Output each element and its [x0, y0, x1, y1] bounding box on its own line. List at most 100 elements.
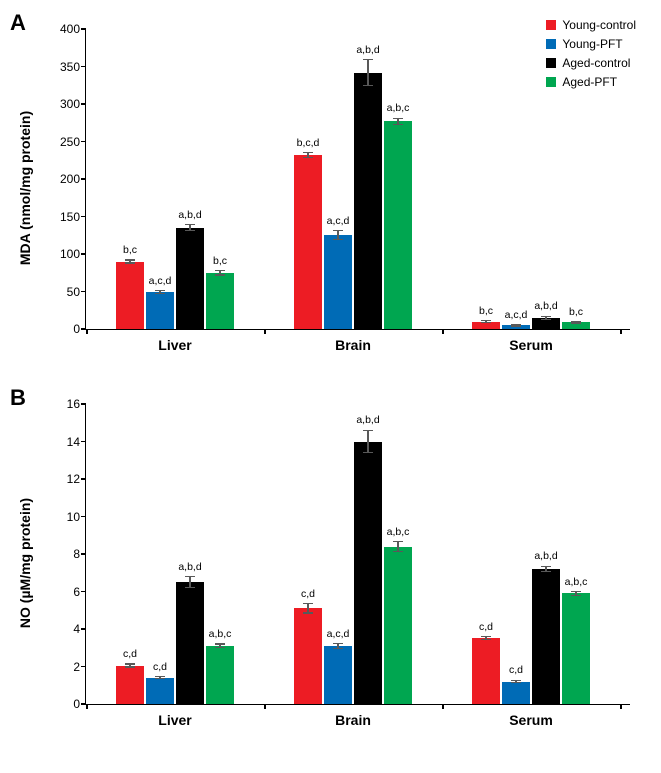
x-tick-mark	[264, 329, 266, 334]
y-tick-label: 14	[67, 435, 86, 449]
error-cap-bottom	[511, 325, 521, 326]
error-cap-top	[393, 118, 403, 119]
significance-label: a,b,c	[387, 526, 410, 540]
y-axis-label-A: MDA (nmol/mg protein)	[17, 111, 33, 265]
significance-label: c,d	[509, 664, 523, 678]
bar	[472, 638, 500, 704]
error-cap-bottom	[155, 293, 165, 294]
legend: Young-controlYoung-PFTAged-controlAged-P…	[546, 18, 636, 94]
legend-item: Young-control	[546, 18, 636, 32]
bar	[324, 235, 352, 329]
bar	[206, 273, 234, 329]
significance-label: a,b,d	[534, 550, 557, 564]
error-cap-top	[155, 290, 165, 291]
bar	[562, 593, 590, 704]
error-cap-top	[215, 270, 225, 271]
legend-label: Young-PFT	[562, 37, 622, 51]
error-cap-bottom	[215, 274, 225, 275]
significance-label: a,b,d	[356, 414, 379, 428]
y-tick-label: 50	[67, 285, 86, 299]
bar	[354, 442, 382, 705]
x-tick-mark	[86, 704, 88, 709]
legend-item: Young-PFT	[546, 37, 636, 51]
bar	[146, 292, 174, 329]
y-tick-label: 250	[60, 135, 86, 149]
significance-label: c,d	[301, 588, 315, 602]
y-tick-label: 350	[60, 60, 86, 74]
plot-area-B: 0246810121416LiverBrainSerumc,dc,da,b,da…	[85, 405, 630, 705]
y-tick-label: 4	[73, 622, 86, 636]
y-tick-label: 8	[73, 547, 86, 561]
bar	[116, 262, 144, 330]
error-cap-bottom	[333, 648, 343, 649]
y-tick-label: 12	[67, 472, 86, 486]
error-cap-top	[185, 224, 195, 225]
error-cap-bottom	[393, 124, 403, 125]
error-cap-bottom	[333, 239, 343, 240]
x-tick-mark	[442, 704, 444, 709]
significance-label: c,d	[123, 648, 137, 662]
error-cap-top	[125, 259, 135, 260]
y-tick-label: 200	[60, 172, 86, 186]
x-tick-mark	[620, 704, 622, 709]
error-cap-bottom	[481, 322, 491, 323]
y-tick-label: 400	[60, 22, 86, 36]
error-cap-top	[571, 591, 581, 592]
error-cap-bottom	[185, 230, 195, 231]
error-cap-bottom	[571, 322, 581, 323]
y-tick-label: 300	[60, 97, 86, 111]
error-cap-bottom	[363, 452, 373, 453]
bar	[384, 547, 412, 705]
error-line	[367, 430, 368, 453]
x-tick-mark	[264, 704, 266, 709]
significance-label: a,c,d	[327, 215, 350, 229]
bar	[532, 569, 560, 704]
error-cap-bottom	[185, 587, 195, 588]
x-tick-mark	[86, 329, 88, 334]
significance-label: a,b,c	[387, 102, 410, 116]
error-cap-top	[215, 643, 225, 644]
panel-B: BNO (µM/mg protein)0246810121416LiverBra…	[10, 385, 651, 740]
significance-label: a,c,d	[327, 628, 350, 642]
bar	[294, 155, 322, 329]
x-tick-mark	[442, 329, 444, 334]
error-cap-bottom	[363, 85, 373, 86]
bar	[176, 228, 204, 329]
significance-label: a,c,d	[149, 275, 172, 289]
error-cap-top	[125, 663, 135, 664]
error-line	[367, 60, 368, 86]
significance-label: c,d	[153, 661, 167, 675]
legend-label: Aged-PFT	[562, 75, 617, 89]
x-tick-mark	[620, 329, 622, 334]
panel-A: AMDA (nmol/mg protein)050100150200250300…	[10, 10, 651, 365]
bar	[354, 73, 382, 330]
error-cap-top	[303, 603, 313, 604]
significance-label: a,b,c	[209, 628, 232, 642]
error-cap-bottom	[155, 678, 165, 679]
y-tick-label: 0	[73, 322, 86, 336]
y-tick-label: 16	[67, 397, 86, 411]
error-cap-bottom	[481, 639, 491, 640]
error-cap-top	[333, 643, 343, 644]
group-label: Liver	[158, 704, 191, 728]
significance-label: a,b,d	[178, 561, 201, 575]
significance-label: c,d	[479, 621, 493, 635]
bar	[146, 678, 174, 704]
error-cap-top	[363, 59, 373, 60]
bar	[176, 582, 204, 704]
significance-label: a,b,d	[178, 209, 201, 223]
panel-label-A: A	[10, 10, 26, 36]
legend-item: Aged-PFT	[546, 75, 636, 89]
group-label: Serum	[509, 329, 553, 353]
group-label: Liver	[158, 329, 191, 353]
significance-label: b,c	[213, 255, 227, 269]
error-cap-top	[541, 566, 551, 567]
significance-label: b,c	[569, 306, 583, 320]
legend-swatch	[546, 39, 556, 49]
legend-label: Young-control	[562, 18, 636, 32]
error-cap-top	[541, 316, 551, 317]
error-cap-top	[363, 430, 373, 431]
group-label: Brain	[335, 704, 371, 728]
y-tick-label: 10	[67, 510, 86, 524]
y-tick-label: 2	[73, 660, 86, 674]
